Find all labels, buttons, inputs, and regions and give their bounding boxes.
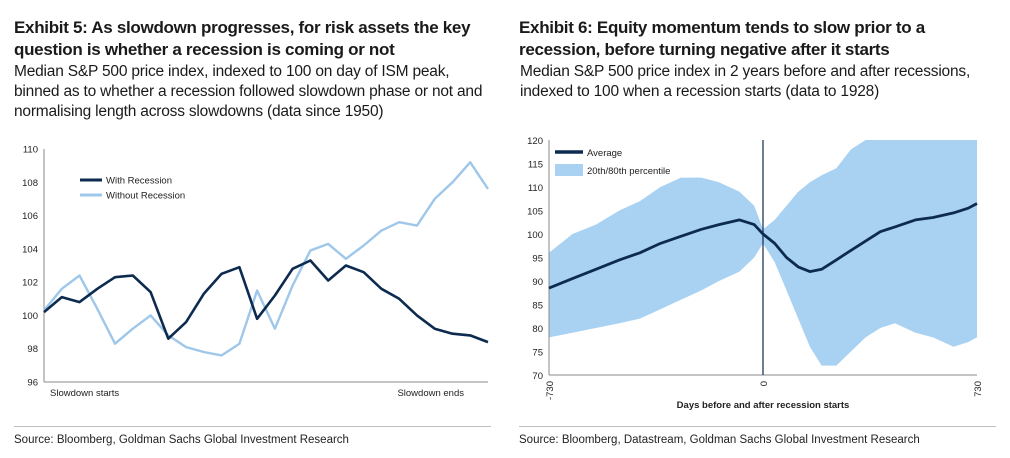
exhibit-6-y-tick-label: 120 [527,136,543,147]
exhibit-6-y-tick-label: 90 [532,277,543,288]
exhibit-6-y-tick-label: 70 [532,371,543,382]
exhibit-6-x-tick-label: 0 [759,381,770,386]
exhibit-6-x-tick-label: -730 [545,381,556,400]
without-recession-line [43,161,489,357]
exhibit-5-x-tick-label: Slowdown ends [397,388,464,399]
exhibit-6-legend-swatch [555,164,583,176]
exhibit-5-y-tick-label: 102 [22,278,38,289]
exhibit-5-legend-label: With Recession [106,176,172,187]
exhibit-5-y-tick-label: 106 [22,211,38,222]
exhibit-5-legend-label: Without Recession [106,191,185,202]
exhibit-6-legend-label: 20th/80th percentile [587,166,670,177]
exhibit-6-y-tick-label: 105 [527,207,543,218]
exhibit-5-y-tick-label: 110 [23,145,38,156]
exhibit-5-y-tick-label: 104 [22,244,38,255]
exhibit-5-y-tick-label: 100 [22,311,38,322]
exhibit-5-y-tick-label: 108 [22,178,38,189]
percentile-band [549,140,977,366]
exhibit-5-y-tick-label: 96 [27,378,38,389]
exhibit-5-y-tick-label: 98 [27,344,38,355]
exhibit-5-title: Exhibit 5: As slowdown progresses, for r… [14,18,471,59]
exhibit-6-title: Exhibit 6: Equity momentum tends to slow… [519,18,925,59]
exhibit-5-source-rule [14,426,491,427]
exhibit-6-x-tick-label: 730 [973,381,984,397]
exhibit-6-y-tick-label: 115 [528,160,543,171]
exhibit-6-legend-label: Average [587,148,622,159]
with-recession-line [43,259,489,344]
exhibit-6-source-rule [519,426,996,427]
exhibit-6-y-tick-label: 85 [532,301,543,312]
exhibit-6-y-tick-label: 95 [532,254,543,265]
exhibit-6-y-tick-label: 110 [528,183,543,194]
exhibit-5-subtitle: Median S&P 500 price index, indexed to 1… [14,63,483,120]
exhibit-6-subtitle: Median S&P 500 price index in 2 years be… [520,63,971,100]
exhibit-6-x-axis-title: Days before and after recession starts [677,400,850,411]
exhibit-6-source: Source: Bloomberg, Datastream, Goldman S… [519,434,920,446]
average-line [548,202,978,290]
exhibit-5-source: Source: Bloomberg, Goldman Sachs Global … [14,434,349,446]
exhibit-5-panel: Exhibit 5: As slowdown progresses, for r… [14,18,491,446]
exhibit-6-y-tick-label: 75 [532,348,543,359]
exhibit-6-panel: Exhibit 6: Equity momentum tends to slow… [505,0,1010,458]
exhibit-6-y-tick-label: 80 [532,324,543,335]
exhibit-5-x-tick-label: Slowdown starts [50,388,119,399]
exhibit-6-y-tick-label: 100 [527,230,543,241]
